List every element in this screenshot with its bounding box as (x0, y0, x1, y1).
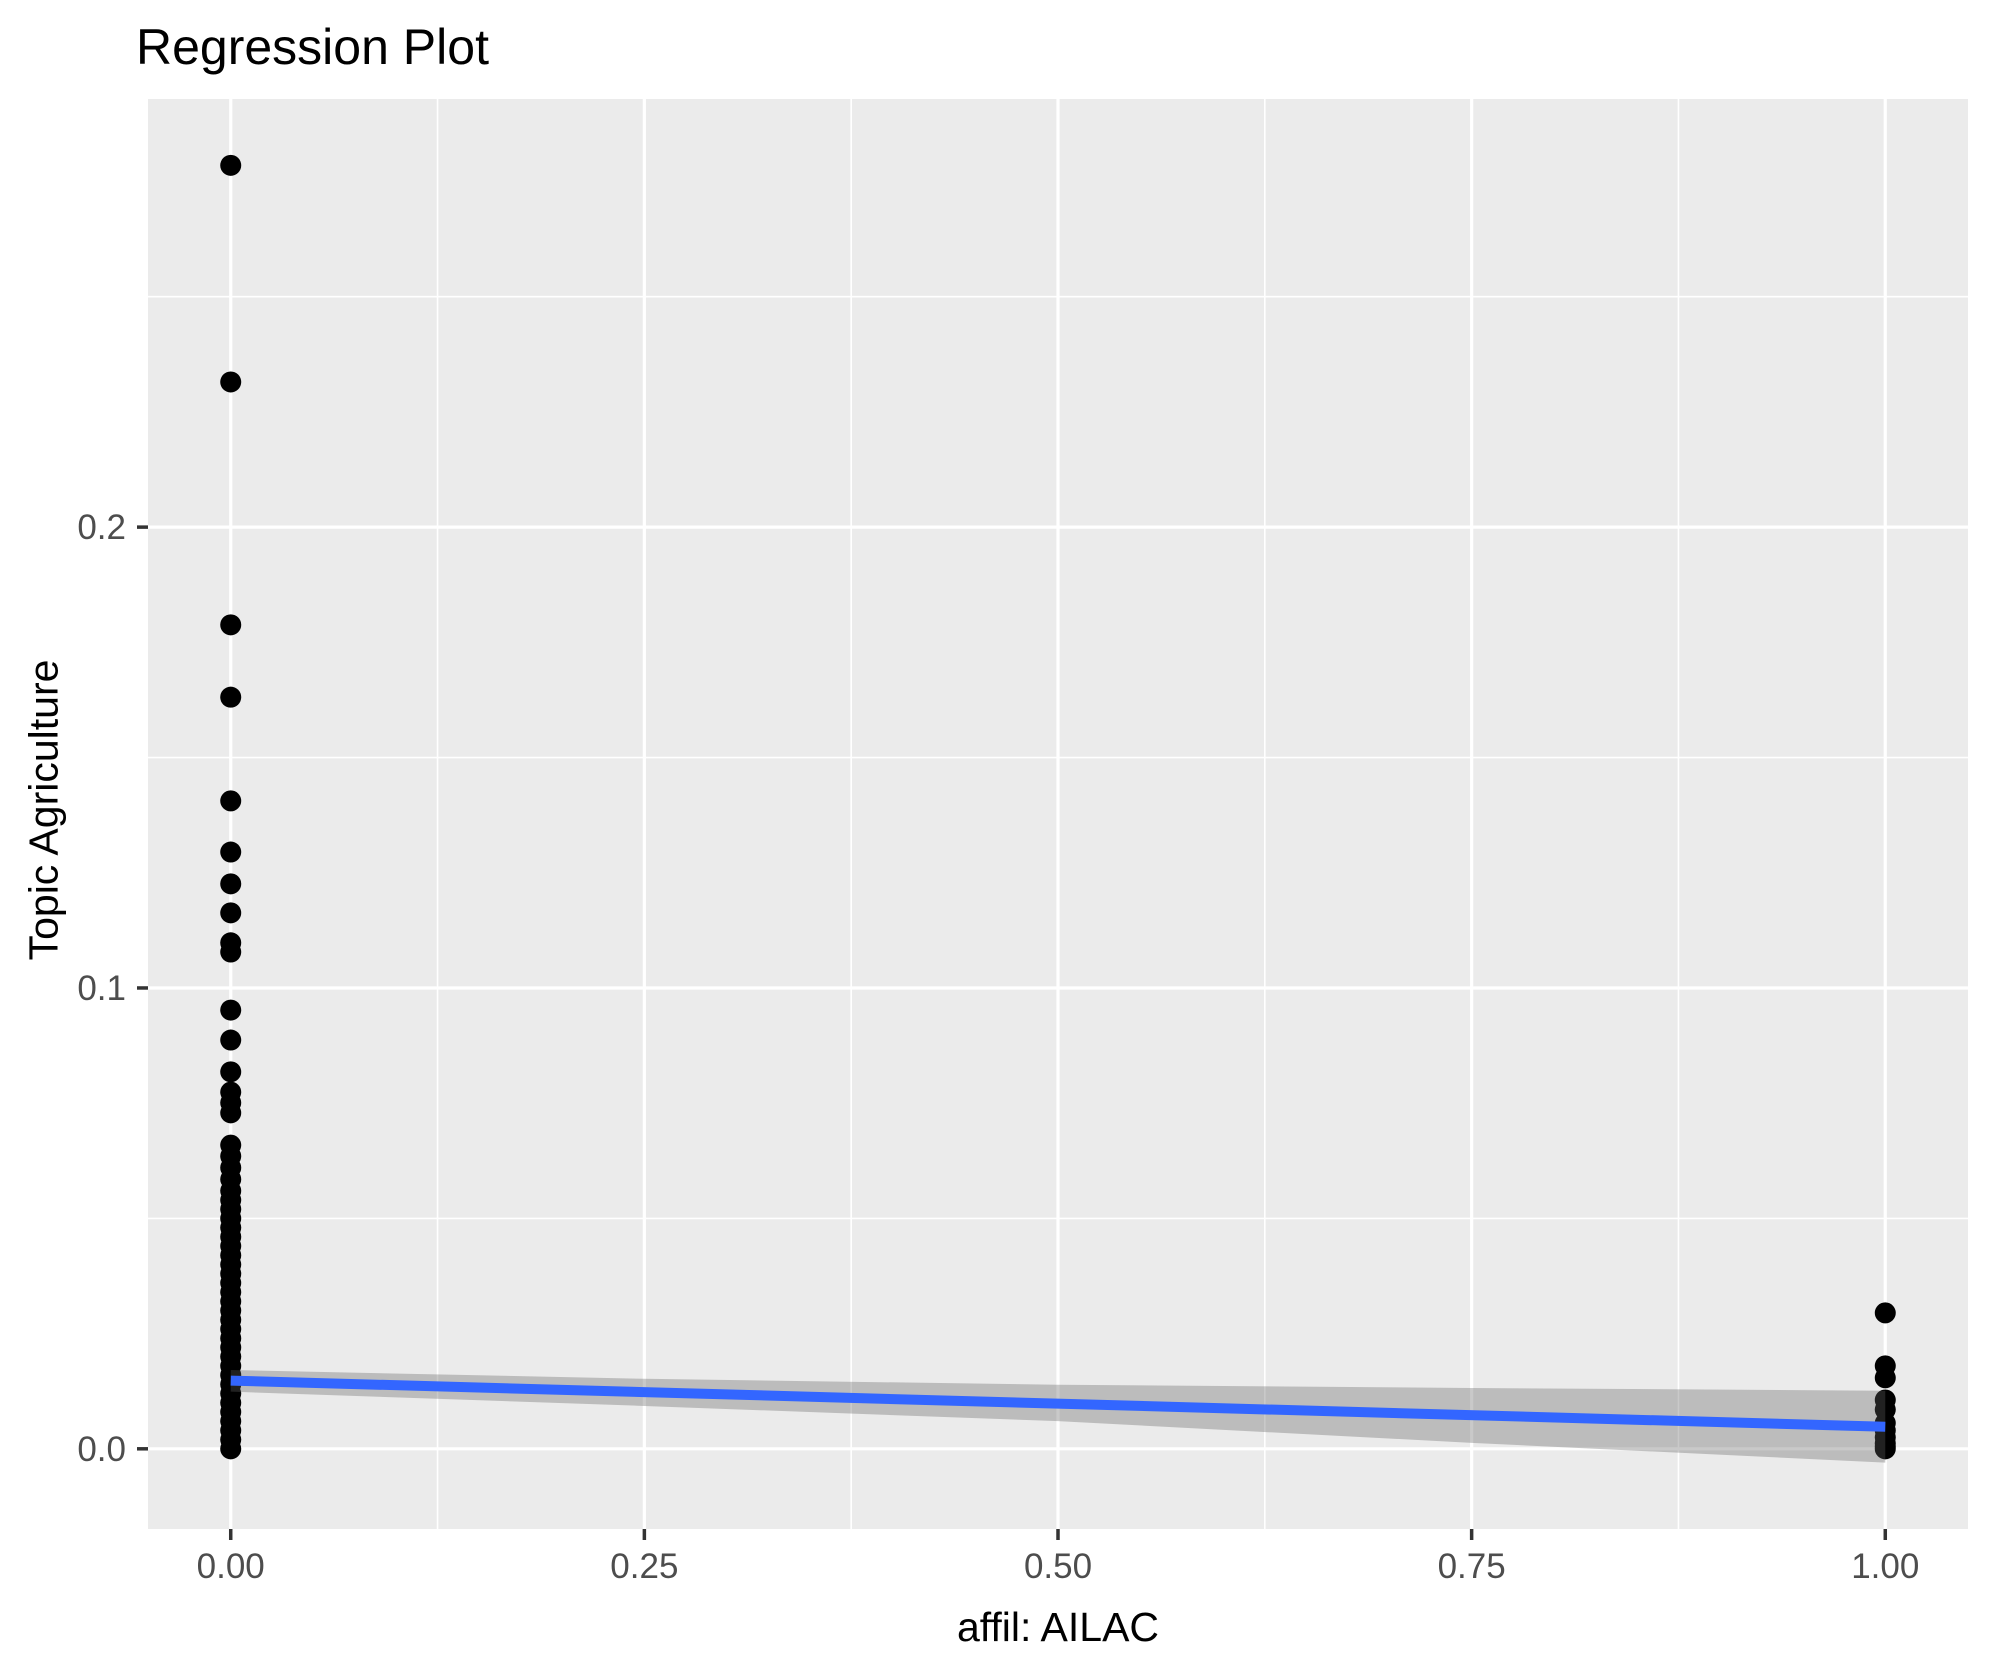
x-tick-label: 0.50 (1024, 1547, 1092, 1586)
y-tick-label: 0.2 (77, 508, 126, 547)
y-tick-label: 0.0 (77, 1430, 126, 1469)
data-point (220, 1102, 242, 1124)
data-point (220, 873, 242, 895)
data-point (1874, 1438, 1896, 1460)
data-point (220, 614, 242, 636)
data-point (220, 841, 242, 863)
data-point (220, 941, 242, 963)
data-point (220, 790, 242, 812)
data-point (220, 1029, 242, 1051)
data-point (220, 902, 242, 924)
data-point (220, 999, 242, 1021)
data-point (220, 686, 242, 708)
x-tick-label: 1.00 (1851, 1547, 1919, 1586)
data-point (1874, 1367, 1896, 1389)
x-tick-label: 0.00 (197, 1547, 265, 1586)
y-tick-label: 0.1 (77, 969, 126, 1008)
data-point (220, 371, 242, 393)
x-tick-label: 0.25 (610, 1547, 678, 1586)
data-point (1874, 1302, 1896, 1324)
plot-title: Regression Plot (136, 19, 489, 75)
regression-line (230, 1375, 1886, 1432)
data-point (220, 1438, 242, 1460)
data-point (220, 1061, 242, 1083)
y-axis-title: Topic Agriculture (20, 659, 67, 961)
data-point (220, 154, 242, 176)
x-tick-label: 0.75 (1438, 1547, 1506, 1586)
x-axis-title: affil: AILAC (956, 1604, 1160, 1650)
